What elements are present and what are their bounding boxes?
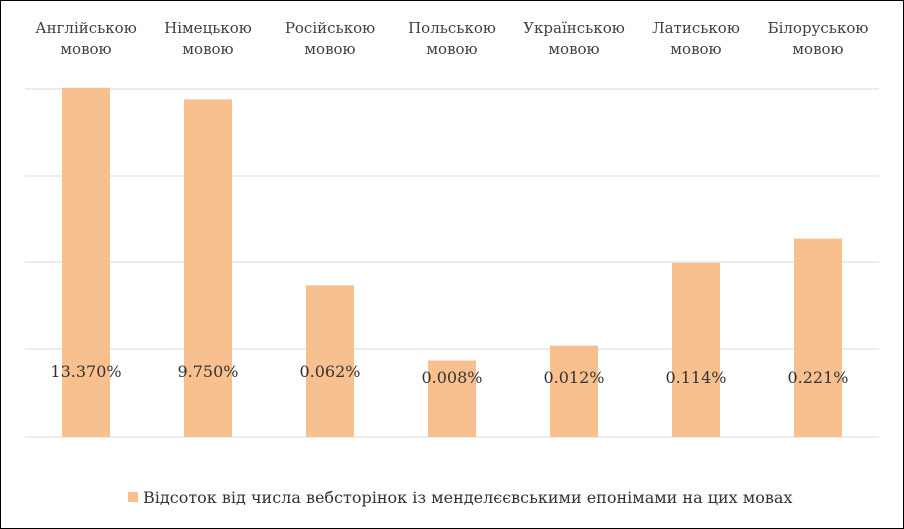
legend: Відсоток від числа вебсторінок із мендел… [128,488,792,507]
bar [794,238,842,437]
bar [62,87,110,438]
category-label: Німецькою мовою [164,19,252,58]
bar [428,360,476,437]
data-label: 0.008% [421,368,482,387]
data-label: 0.221% [787,368,848,387]
bar [550,345,598,437]
category-label: Українською мовою [523,19,625,58]
data-labels: 13.370% 9.750% 0.062% 0.008% 0.012% 0.114% 0.2… [50,362,848,387]
category-label: Англійською мовою [35,19,137,58]
bar [672,262,720,437]
legend-swatch [128,492,138,502]
category-label: Польською мовою [408,19,496,58]
data-label: 0.012% [543,368,604,387]
data-label: 9.750% [177,362,238,381]
data-label: 13.370% [50,362,121,381]
category-labels: Англійською мовою Німецькою мовою Російською… [35,19,868,58]
category-label: Білоруською мовою [768,19,869,58]
category-label: Російською мовою [285,19,375,58]
legend-entry: Відсоток від числа вебсторінок із мендел… [143,488,792,507]
data-label: 0.114% [665,368,726,387]
data-label: 0.062% [299,362,360,381]
bars [62,87,842,438]
bar [184,99,232,437]
bar [306,285,354,437]
category-label: Латиською мовою [652,19,740,58]
